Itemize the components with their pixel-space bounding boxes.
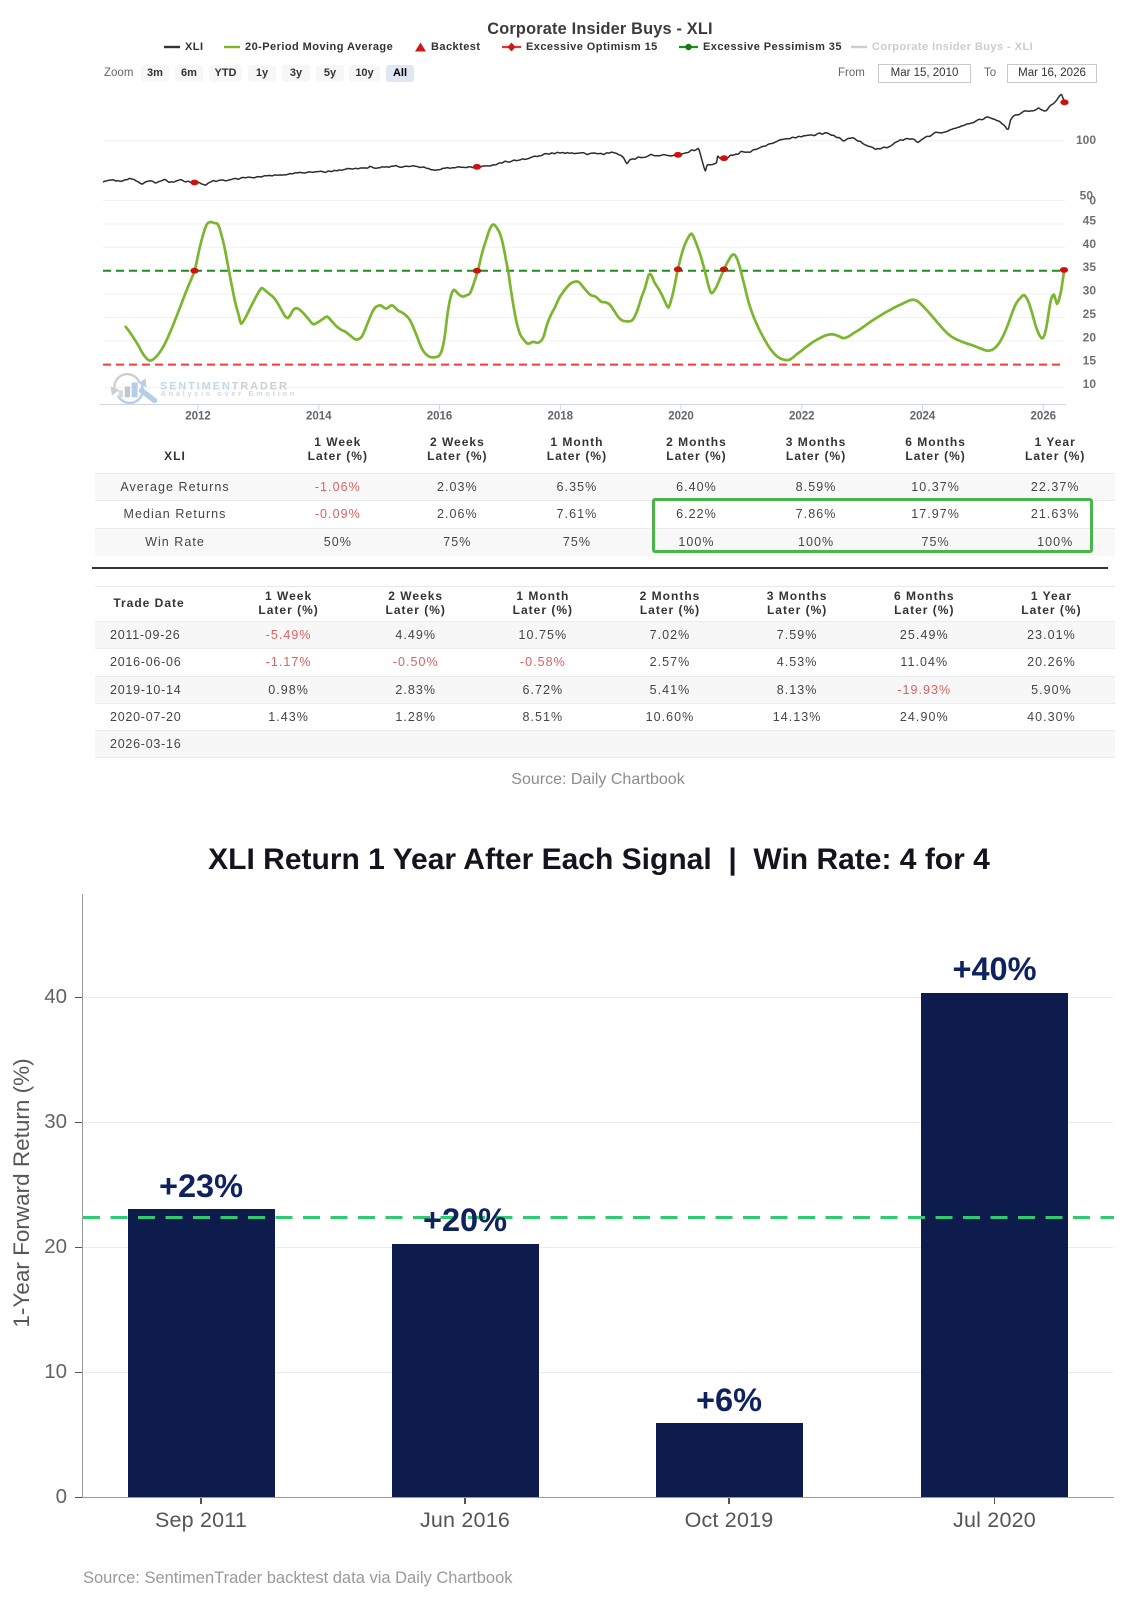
svg-text:2026: 2026	[1031, 411, 1057, 423]
svg-text:35: 35	[1083, 260, 1097, 274]
svg-text:100: 100	[1076, 133, 1096, 147]
svg-text:25: 25	[1083, 307, 1097, 321]
svg-text:20: 20	[1083, 330, 1097, 344]
svg-text:40: 40	[1083, 237, 1097, 251]
svg-text:2012: 2012	[185, 411, 211, 423]
svg-text:0: 0	[1089, 194, 1096, 208]
svg-text:2020: 2020	[668, 411, 694, 423]
svg-text:30: 30	[1083, 284, 1097, 298]
svg-text:Analysis over Emotion: Analysis over Emotion	[161, 389, 297, 398]
svg-text:SENTIMENTRADER: SENTIMENTRADER	[160, 380, 289, 392]
svg-text:10: 10	[1083, 377, 1097, 391]
svg-text:15: 15	[1083, 354, 1097, 368]
svg-text:2016: 2016	[427, 411, 453, 423]
svg-text:2024: 2024	[910, 411, 936, 423]
svg-text:45: 45	[1083, 213, 1097, 227]
svg-text:2022: 2022	[789, 411, 815, 423]
svg-text:2018: 2018	[548, 411, 574, 423]
svg-text:2014: 2014	[306, 411, 332, 423]
svg-text:50: 50	[1080, 189, 1094, 203]
